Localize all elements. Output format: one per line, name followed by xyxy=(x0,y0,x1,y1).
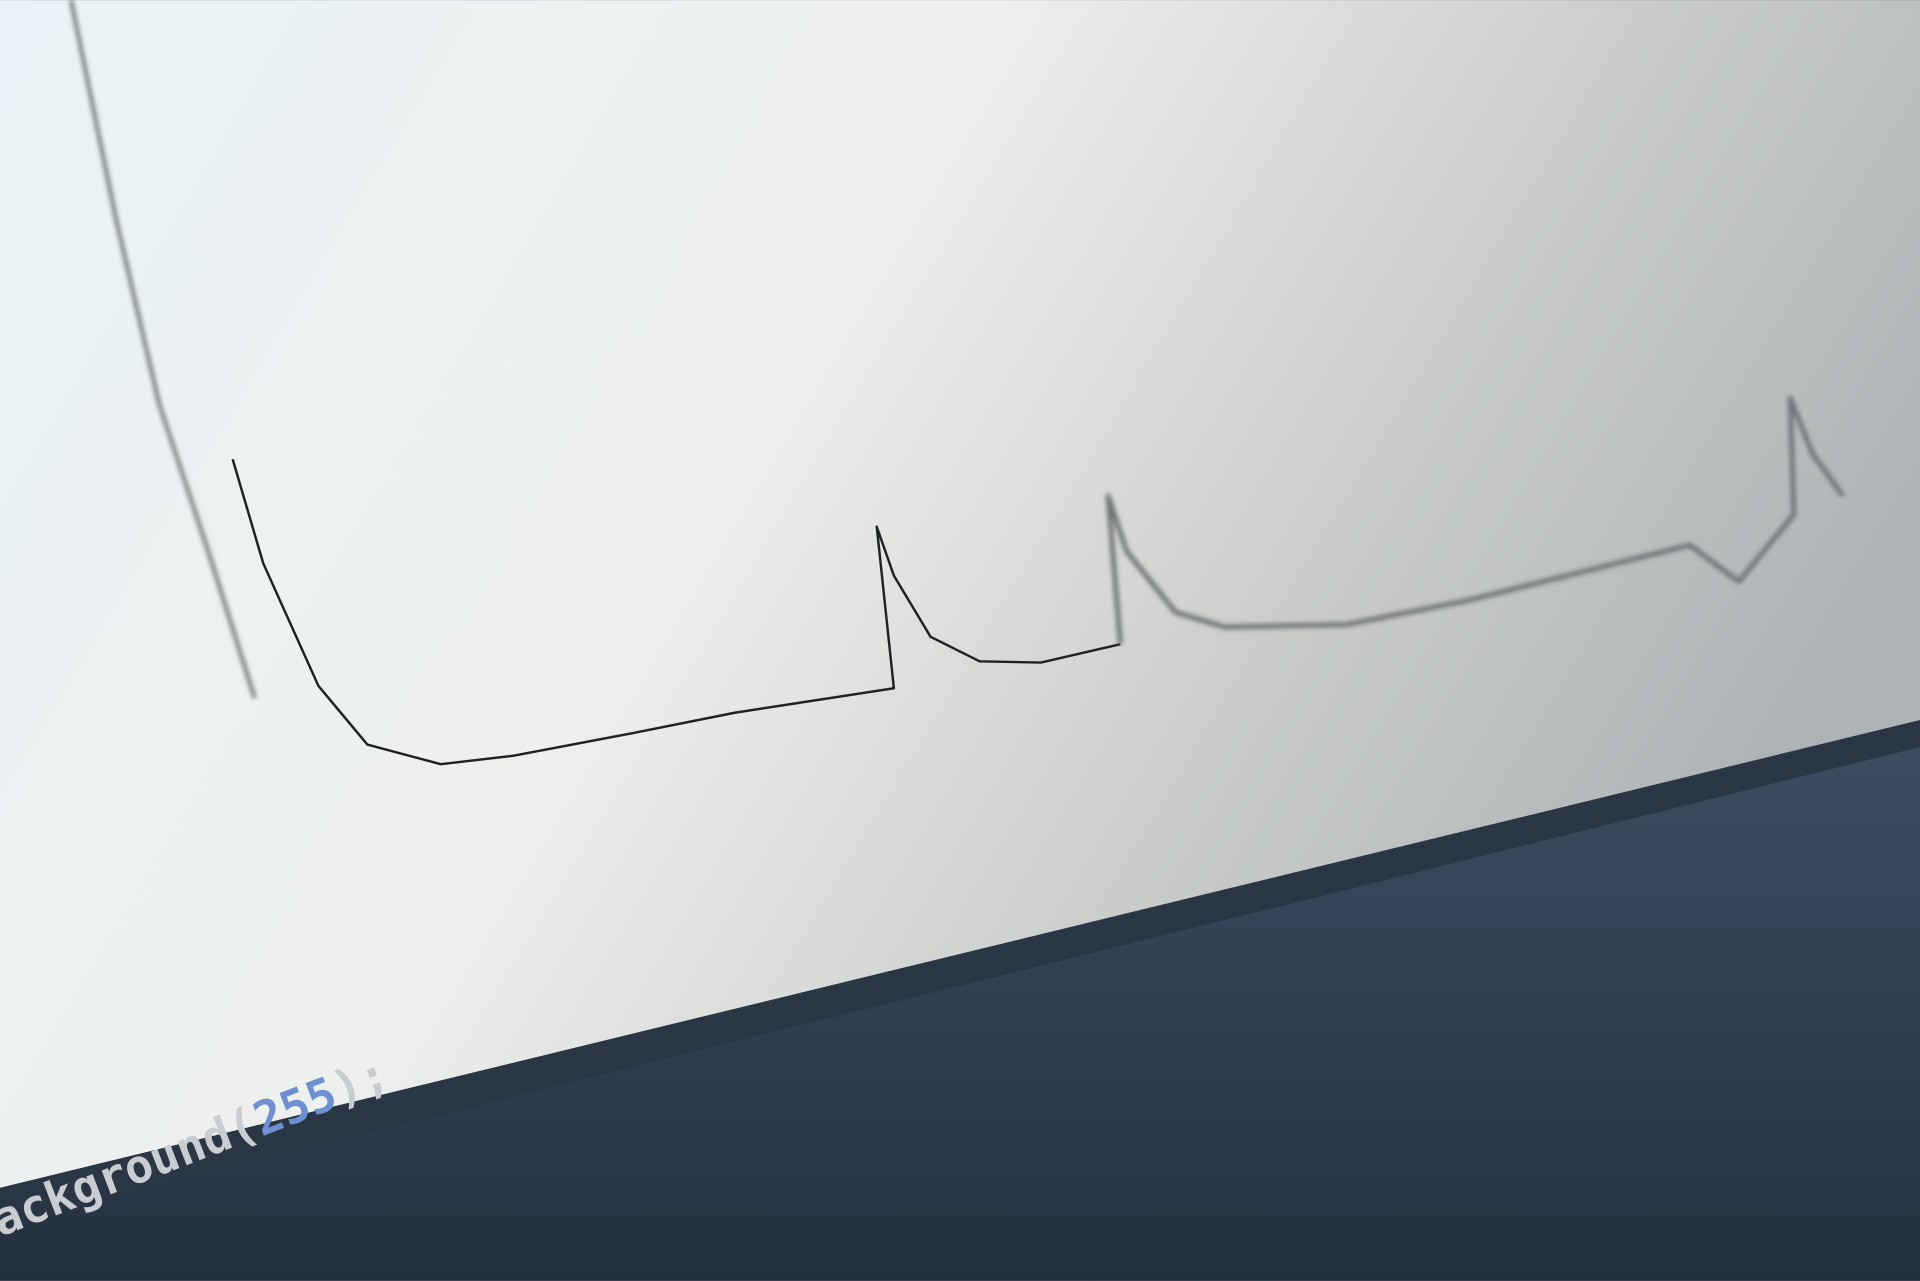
waveform-segment xyxy=(231,458,1121,766)
waveform xyxy=(69,0,1845,766)
editor-divider xyxy=(0,720,1920,1225)
waveform-segment xyxy=(1105,395,1845,645)
waveform-segment xyxy=(69,0,257,699)
